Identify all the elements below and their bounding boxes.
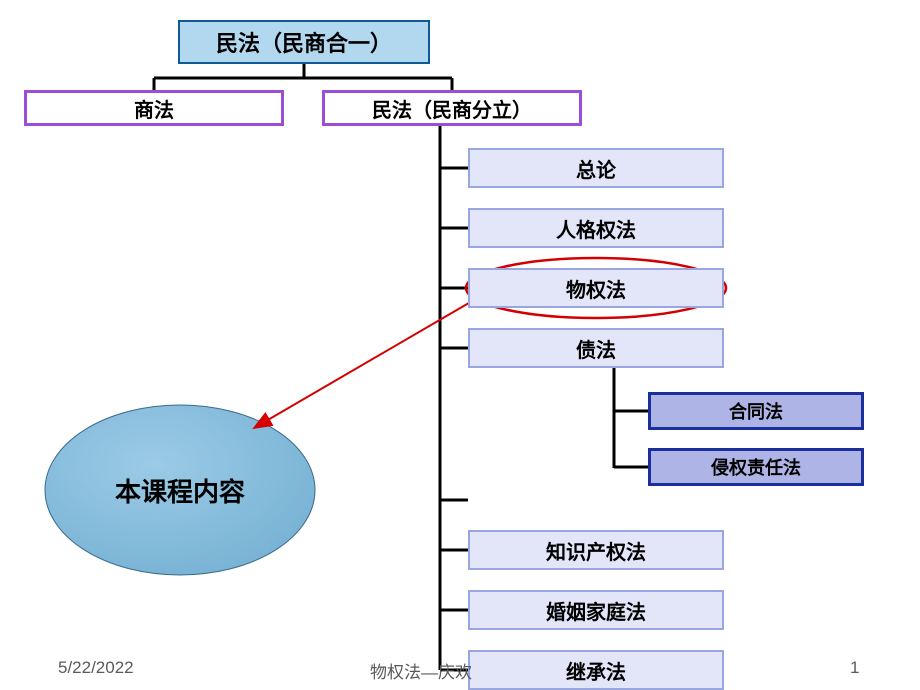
node-inherit: 继承法 (468, 650, 724, 690)
node-label: 婚姻家庭法 (546, 596, 646, 625)
node-label: 民法（民商合一） (216, 26, 392, 58)
node-label: 物权法 (566, 274, 626, 303)
node-label: 债法 (576, 334, 616, 363)
course-ellipse-label: 本课程内容 (45, 405, 315, 575)
node-label: 继承法 (566, 656, 626, 685)
node-label: 知识产权法 (546, 536, 646, 565)
node-family: 婚姻家庭法 (468, 590, 724, 630)
node-civil-law: 民法（民商分立） (322, 90, 582, 126)
node-label: 民法（民商分立） (372, 94, 532, 123)
footer-page: 1 (850, 658, 859, 678)
arrow-to-course (254, 300, 474, 428)
node-root: 民法（民商合一） (178, 20, 430, 64)
node-obligation: 债法 (468, 328, 724, 368)
node-property: 物权法 (468, 268, 724, 308)
node-personality: 人格权法 (468, 208, 724, 248)
node-tort: 侵权责任法 (648, 448, 864, 486)
footer-title: 物权法—庆欢 (370, 658, 472, 683)
course-text: 本课程内容 (115, 472, 245, 509)
node-contract: 合同法 (648, 392, 864, 430)
node-label: 侵权责任法 (711, 454, 801, 480)
node-label: 商法 (134, 94, 174, 123)
node-label: 合同法 (729, 398, 783, 424)
node-label: 人格权法 (556, 214, 636, 243)
node-general: 总论 (468, 148, 724, 188)
diagram-stage: 民法（民商合一） 商法 民法（民商分立） 总论 人格权法 物权法 债法 合同法 … (0, 0, 920, 690)
node-commercial-law: 商法 (24, 90, 284, 126)
footer-date: 5/22/2022 (58, 658, 134, 678)
node-label: 总论 (576, 154, 616, 183)
node-ip: 知识产权法 (468, 530, 724, 570)
